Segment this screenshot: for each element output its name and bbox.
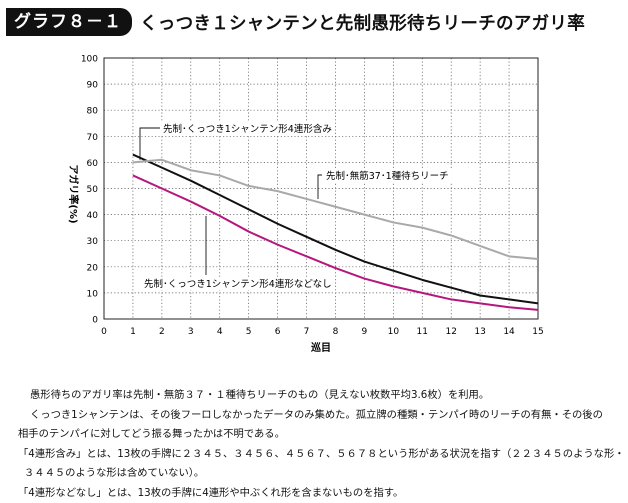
figure-title: くっつき１シャンテンと先制愚形待ちリーチのアガリ率 xyxy=(140,10,585,35)
y-tick-label: 60 xyxy=(87,159,99,169)
y-axis-label: アガリ率(%) xyxy=(67,164,80,223)
note-line: ３４４５のような形は含めていない）。 xyxy=(18,464,618,484)
series-label: 先制･くっつき1シャンテン形4連形含み xyxy=(163,123,332,135)
y-tick-label: 40 xyxy=(87,211,99,221)
series-label: 先制･無筋37･1種待ちリーチ xyxy=(326,170,449,182)
note-line: 「4連形などなし」とは、13枚の手牌に4連形や中ぶくれ形を含まないものを指す。 xyxy=(18,484,618,503)
x-tick-label: 15 xyxy=(532,327,543,337)
y-tick-label: 30 xyxy=(87,237,99,247)
y-tick-labels: 0 10 20 30 40 50 60 70 80 90 100 xyxy=(81,55,98,326)
x-tick-label: 9 xyxy=(362,327,368,337)
x-tick-label: 12 xyxy=(445,327,456,337)
y-tick-label: 70 xyxy=(87,133,99,143)
y-tick-label: 90 xyxy=(87,81,99,91)
x-tick-label: 1 xyxy=(130,327,136,337)
figure-header: グラフ８－１ くっつき１シャンテンと先制愚形待ちリーチのアガリ率 xyxy=(6,7,585,37)
x-tick-label: 10 xyxy=(388,327,400,337)
y-tick-label: 80 xyxy=(87,107,99,117)
x-tick-label: 0 xyxy=(101,327,107,337)
x-tick-label: 6 xyxy=(275,327,281,337)
note-line: くっつき1シャンテンは、その後フーロしなかったデータのみ集めた。孤立牌の種類・テ… xyxy=(18,406,618,426)
label-leader-line xyxy=(318,175,322,199)
note-line: 「4連形含み」とは、13枚の手牌に２３４５、３４５６、４５６７、５６７８という形… xyxy=(18,445,618,465)
series-label: 先制･くっつき1シャンテン形4連形などなし xyxy=(144,278,332,290)
explanatory-notes: 愚形待ちのアガリ率は先制・無筋３７・１種待ちリーチのもの（見えない枚数平均3.6… xyxy=(18,386,618,503)
series-labels: 先制･くっつき1シャンテン形4連形含み先制･無筋37･1種待ちリーチ先制･くっつ… xyxy=(140,122,452,290)
figure-number-badge: グラフ８－１ xyxy=(6,8,132,36)
x-tick-label: 7 xyxy=(304,327,310,337)
y-tick-label: 100 xyxy=(81,55,98,65)
y-tick-label: 20 xyxy=(87,263,99,273)
x-tick-label: 11 xyxy=(417,327,428,337)
y-tick-label: 0 xyxy=(92,316,98,326)
note-line: 愚形待ちのアガリ率は先制・無筋３７・１種待ちリーチのもの（見えない枚数平均3.6… xyxy=(18,386,618,406)
x-axis-label: 巡目 xyxy=(311,341,331,354)
label-leader-line xyxy=(140,128,160,160)
x-tick-label: 3 xyxy=(188,327,194,337)
x-tick-label: 14 xyxy=(503,327,515,337)
y-tick-label: 50 xyxy=(87,185,99,195)
x-tick-label: 8 xyxy=(333,327,339,337)
note-line: 相手のテンパイに対してどう振る舞ったかは不明である。 xyxy=(18,425,618,445)
y-tick-label: 10 xyxy=(87,289,99,299)
x-tick-label: 2 xyxy=(159,327,165,337)
x-tick-label: 5 xyxy=(246,327,252,337)
x-tick-label: 4 xyxy=(217,327,223,337)
x-tick-label: 13 xyxy=(474,327,485,337)
